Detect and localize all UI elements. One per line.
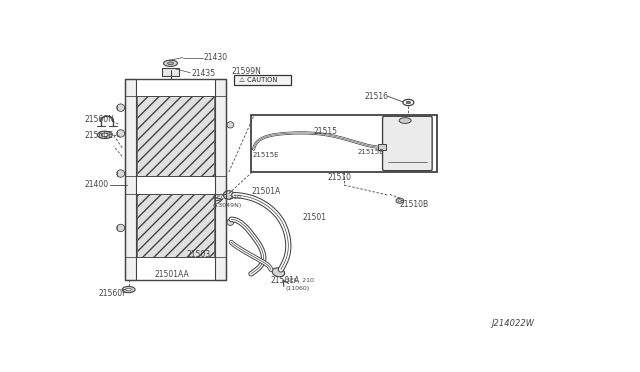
Ellipse shape — [403, 99, 414, 106]
Text: 21435: 21435 — [191, 69, 216, 78]
Text: 21501: 21501 — [302, 212, 326, 222]
Text: 21560E: 21560E — [85, 131, 114, 140]
Text: 21501A: 21501A — [251, 187, 280, 196]
Ellipse shape — [116, 170, 125, 177]
Ellipse shape — [399, 118, 411, 124]
Ellipse shape — [168, 62, 173, 65]
Text: 21510B: 21510B — [400, 200, 429, 209]
Ellipse shape — [122, 286, 135, 293]
Text: 21560N: 21560N — [85, 115, 115, 124]
Text: 21515: 21515 — [313, 127, 337, 136]
Ellipse shape — [406, 101, 411, 104]
Bar — [161, 68, 179, 76]
FancyBboxPatch shape — [383, 116, 432, 171]
Text: 21516: 21516 — [364, 92, 388, 101]
Text: 21400: 21400 — [85, 180, 109, 189]
Ellipse shape — [398, 200, 402, 202]
Ellipse shape — [126, 288, 131, 291]
Bar — [125, 79, 136, 279]
Text: 21501AA: 21501AA — [154, 270, 189, 279]
Ellipse shape — [227, 219, 234, 225]
Text: SEC. 210: SEC. 210 — [213, 195, 241, 201]
Bar — [251, 115, 437, 172]
Text: 21430: 21430 — [204, 53, 228, 62]
Ellipse shape — [227, 122, 234, 128]
Text: 21501A: 21501A — [271, 276, 300, 285]
Ellipse shape — [272, 268, 285, 277]
Ellipse shape — [101, 133, 108, 137]
Text: 21515E: 21515E — [358, 149, 384, 155]
Text: SEC. 210: SEC. 210 — [286, 278, 314, 283]
Ellipse shape — [116, 224, 125, 232]
Bar — [137, 96, 214, 176]
Ellipse shape — [116, 130, 125, 137]
Text: 21510: 21510 — [328, 173, 352, 182]
Ellipse shape — [116, 104, 125, 111]
Text: 21503: 21503 — [187, 250, 211, 259]
Ellipse shape — [396, 198, 404, 203]
Text: (13049N): (13049N) — [213, 203, 242, 208]
Text: 21599N: 21599N — [231, 67, 261, 76]
Text: ⚠ CAUTION: ⚠ CAUTION — [239, 77, 277, 83]
Bar — [216, 79, 227, 279]
Text: 21560F: 21560F — [99, 289, 127, 298]
Text: (11060): (11060) — [286, 286, 310, 291]
Bar — [234, 75, 291, 85]
Bar — [137, 193, 214, 257]
Text: 21515E: 21515E — [253, 152, 279, 158]
Text: J214022W: J214022W — [492, 318, 534, 328]
Ellipse shape — [223, 191, 234, 199]
Bar — [378, 144, 386, 150]
Ellipse shape — [164, 60, 177, 67]
Ellipse shape — [97, 131, 112, 139]
